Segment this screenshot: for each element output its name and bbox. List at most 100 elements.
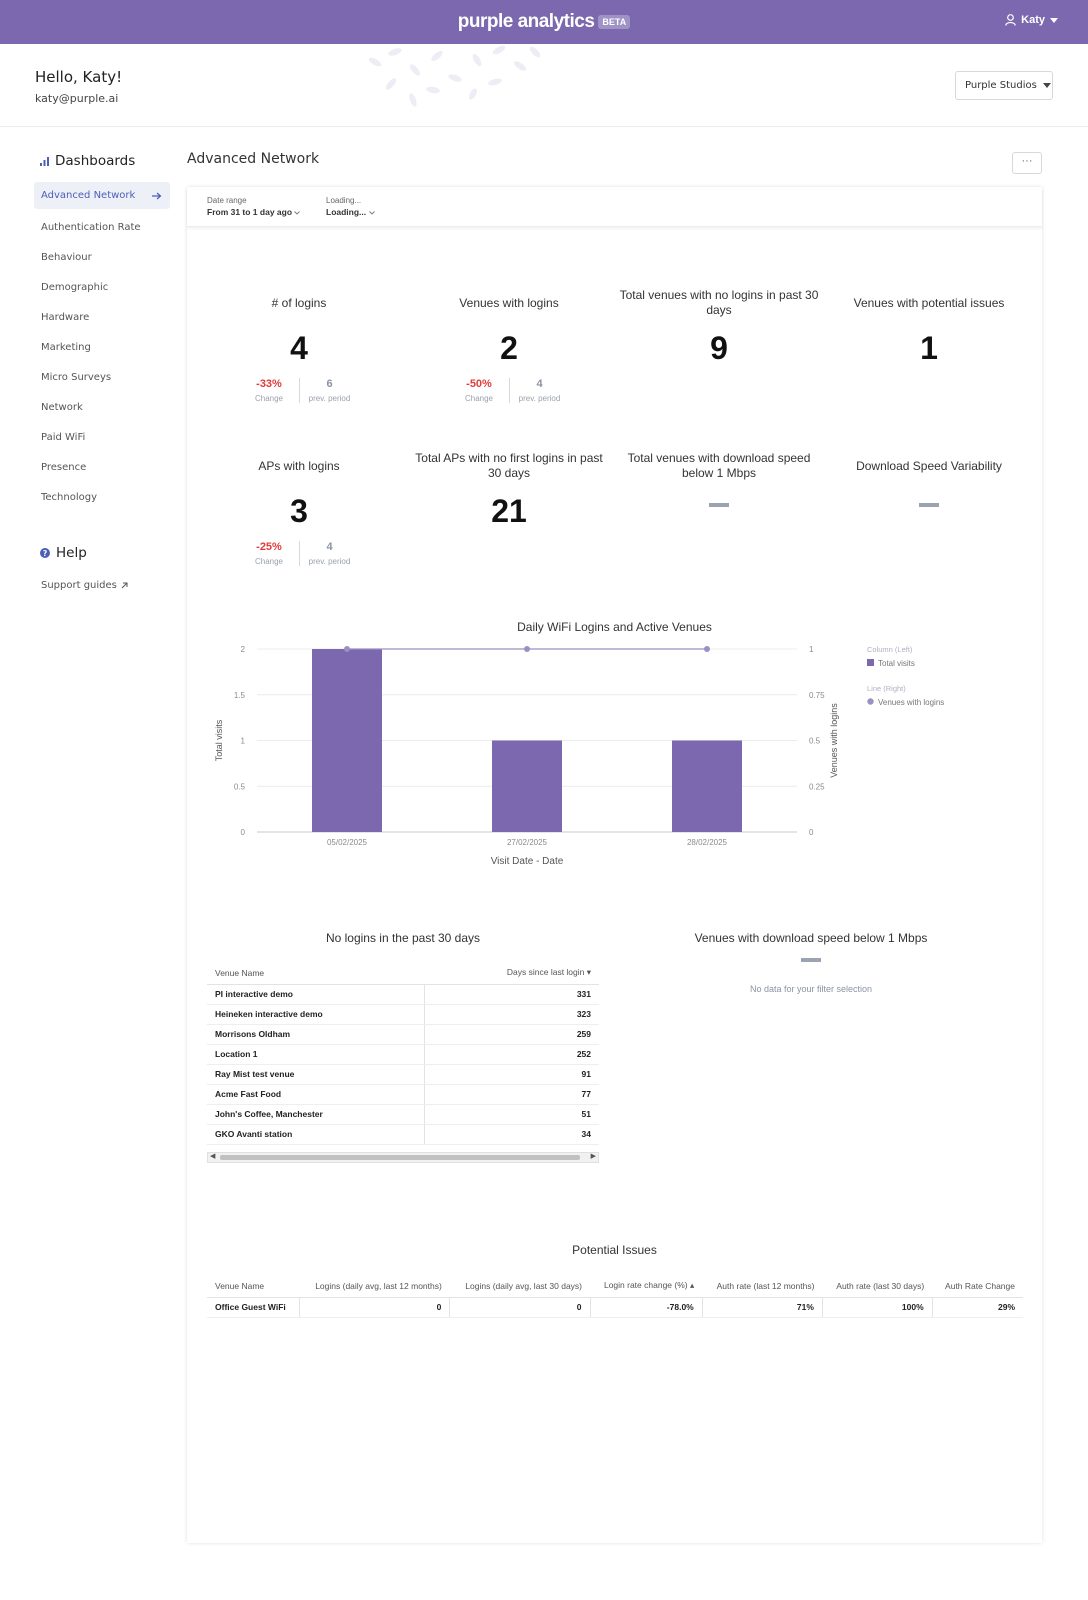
venue-name-cell: Office Guest WiFi xyxy=(207,1297,300,1318)
column-header[interactable]: Logins (daily avg, last 30 days) xyxy=(449,1275,590,1298)
column-header[interactable]: Auth Rate Change xyxy=(932,1275,1023,1298)
kpi-label: Venues with logins xyxy=(459,295,559,310)
loading-filter[interactable]: Loading... Loading... xyxy=(326,196,375,217)
column-header-venue-name[interactable]: Venue Name xyxy=(207,962,425,985)
kpi-comparison: -50% Change 4 prev. period xyxy=(409,378,609,403)
chevron-down-icon xyxy=(368,211,375,215)
slow-download-title: Venues with download speed below 1 Mbps xyxy=(694,931,928,945)
no-logins-table: Venue Name Days since last login ▾ PI in… xyxy=(207,962,599,1145)
table-row[interactable]: GKO Avanti station 34 xyxy=(207,1124,599,1145)
kpi-aps-with-logins: APs with logins 3 -25% Change 4 prev. peri… xyxy=(199,451,399,566)
horizontal-scrollbar[interactable]: ◀ ▶ xyxy=(207,1152,599,1163)
sidebar-item-presence[interactable]: Presence xyxy=(34,452,170,482)
sidebar-item-marketing[interactable]: Marketing xyxy=(34,332,170,362)
sidebar-item-label: Presence xyxy=(41,461,87,473)
scroll-left-icon[interactable]: ◀ xyxy=(210,1153,216,1160)
help-icon: ? xyxy=(40,548,50,558)
sidebar-item-authentication-rate[interactable]: Authentication Rate xyxy=(34,212,170,242)
sidebar-item-technology[interactable]: Technology xyxy=(34,482,170,512)
days-since-login-cell: 252 xyxy=(424,1044,599,1065)
sidebar-item-micro-surveys[interactable]: Micro Surveys xyxy=(34,362,170,392)
x-tick-label: 28/02/2025 xyxy=(687,838,728,847)
table-row[interactable]: Location 1 252 xyxy=(207,1044,599,1065)
more-options-button[interactable]: ··· xyxy=(1012,152,1042,174)
column-header[interactable]: Logins (daily avg, last 12 months) xyxy=(299,1275,450,1298)
table-row[interactable]: PI interactive demo 331 xyxy=(207,984,599,1005)
kpi-label: APs with logins xyxy=(258,458,340,473)
sidebar-item-label: Micro Surveys xyxy=(41,371,112,383)
column-header[interactable]: Auth rate (last 30 days) xyxy=(822,1275,933,1298)
brand-logo[interactable]: purple analytics BETA xyxy=(0,11,1088,33)
days-since-login-cell: 323 xyxy=(424,1004,599,1025)
legend-group-left: Column (Left) xyxy=(867,645,913,654)
kpi-label: Venues with potential issues xyxy=(853,295,1005,310)
venue-name-cell: Acme Fast Food xyxy=(207,1084,425,1105)
kpi-value: 1 xyxy=(920,330,938,366)
line-point xyxy=(344,646,350,652)
chart-bar xyxy=(312,649,382,832)
kpi-prev: 4 xyxy=(536,378,543,390)
kpi-label: Total venues with download speed below 1… xyxy=(627,451,811,480)
y-right-tick-label: 0.25 xyxy=(809,782,825,791)
venue-name-cell: Heineken interactive demo xyxy=(207,1004,425,1025)
sidebar-item-hardware[interactable]: Hardware xyxy=(34,302,170,332)
column-header[interactable]: Venue Name xyxy=(207,1275,300,1298)
kpi-change: -25% xyxy=(256,541,282,553)
support-guides-link[interactable]: Support guides xyxy=(34,570,170,600)
table-row[interactable]: Acme Fast Food 77 xyxy=(207,1084,599,1105)
column-header-days-since-login[interactable]: Days since last login ▾ xyxy=(424,962,599,985)
date-range-filter[interactable]: Date range From 31 to 1 day ago xyxy=(207,196,301,217)
greeting-header: Hello, Katy! katy@purple.ai Purple Studi… xyxy=(0,44,1088,127)
table-row[interactable]: John's Coffee, Manchester 51 xyxy=(207,1104,599,1125)
filter-value: Loading... xyxy=(326,207,375,217)
legend-swatch-line xyxy=(867,698,874,705)
svg-text:?: ? xyxy=(43,549,47,558)
empty-dash xyxy=(801,958,821,962)
kpi-value: 2 xyxy=(500,330,518,366)
sidebar-item-label: Demographic xyxy=(41,281,109,293)
sidebar-item-behaviour[interactable]: Behaviour xyxy=(34,242,170,272)
chart-bar xyxy=(492,740,562,832)
kpi-download-speed-variability: Download Speed Variability xyxy=(829,451,1029,507)
sidebar-item-demographic[interactable]: Demographic xyxy=(34,272,170,302)
days-since-login-cell: 91 xyxy=(424,1064,599,1085)
legend-entry-venues-with-logins: Venues with logins xyxy=(878,698,944,707)
scrollbar-thumb[interactable] xyxy=(220,1155,580,1160)
user-menu[interactable]: Katy xyxy=(1005,14,1058,26)
top-bar: purple analytics BETA Katy xyxy=(0,0,1088,44)
kpi-change: -33% xyxy=(256,378,282,390)
kpi-venues-with-logins: Venues with logins 2 -50% Change 4 prev. p… xyxy=(409,288,609,403)
kpi-prev: 4 xyxy=(326,541,333,553)
table-row[interactable]: Heineken interactive demo 323 xyxy=(207,1004,599,1025)
organisation-select[interactable]: Purple Studios xyxy=(955,71,1053,100)
no-data-message: No data for your filter selection xyxy=(749,984,873,994)
column-header[interactable]: Auth rate (last 12 months) xyxy=(702,1275,823,1298)
table-header-row: Venue Name Days since last login ▾ xyxy=(207,962,599,985)
kpi-change-caption: Change xyxy=(464,394,494,403)
sidebar-item-label: Authentication Rate xyxy=(41,221,141,233)
kpi-label: # of logins xyxy=(271,295,327,310)
external-link-icon xyxy=(121,582,128,588)
chart-title: Daily WiFi Logins and Active Venues xyxy=(517,620,712,634)
filter-bar: Date range From 31 to 1 day ago Loading.… xyxy=(187,187,1042,227)
column-header[interactable]: Login rate change (%) ▴ xyxy=(590,1275,703,1298)
dashboard-list: Advanced Network Authentication Rate Beh… xyxy=(34,182,170,512)
sidebar-item-network[interactable]: Network xyxy=(34,392,170,422)
sidebar-item-label: Behaviour xyxy=(41,251,92,263)
sidebar-item-advanced-network[interactable]: Advanced Network xyxy=(34,182,170,209)
metric-cell: 29% xyxy=(932,1297,1023,1318)
sidebar: Dashboards Advanced Network Authenticati… xyxy=(34,150,170,600)
legend-swatch-bar xyxy=(867,659,874,666)
table-row[interactable]: Ray Mist test venue 91 xyxy=(207,1064,599,1085)
dashboards-heading: Dashboards xyxy=(34,150,170,172)
caret-down-icon xyxy=(1042,83,1051,88)
y-right-tick-label: 0.5 xyxy=(809,737,821,746)
potential-issues-title: Potential Issues xyxy=(572,1243,657,1257)
y-right-tick-label: 0.75 xyxy=(809,691,825,700)
scroll-right-icon[interactable]: ▶ xyxy=(590,1153,596,1160)
sidebar-item-paid-wifi[interactable]: Paid WiFi xyxy=(34,422,170,452)
kpi-change: -50% xyxy=(466,378,492,390)
table-row[interactable]: Morrisons Oldham 259 xyxy=(207,1024,599,1045)
y-right-tick-label: 0 xyxy=(809,828,814,837)
table-row[interactable]: Office Guest WiFi 0 0 -78.0% 71% 100% 29% xyxy=(207,1297,1023,1318)
